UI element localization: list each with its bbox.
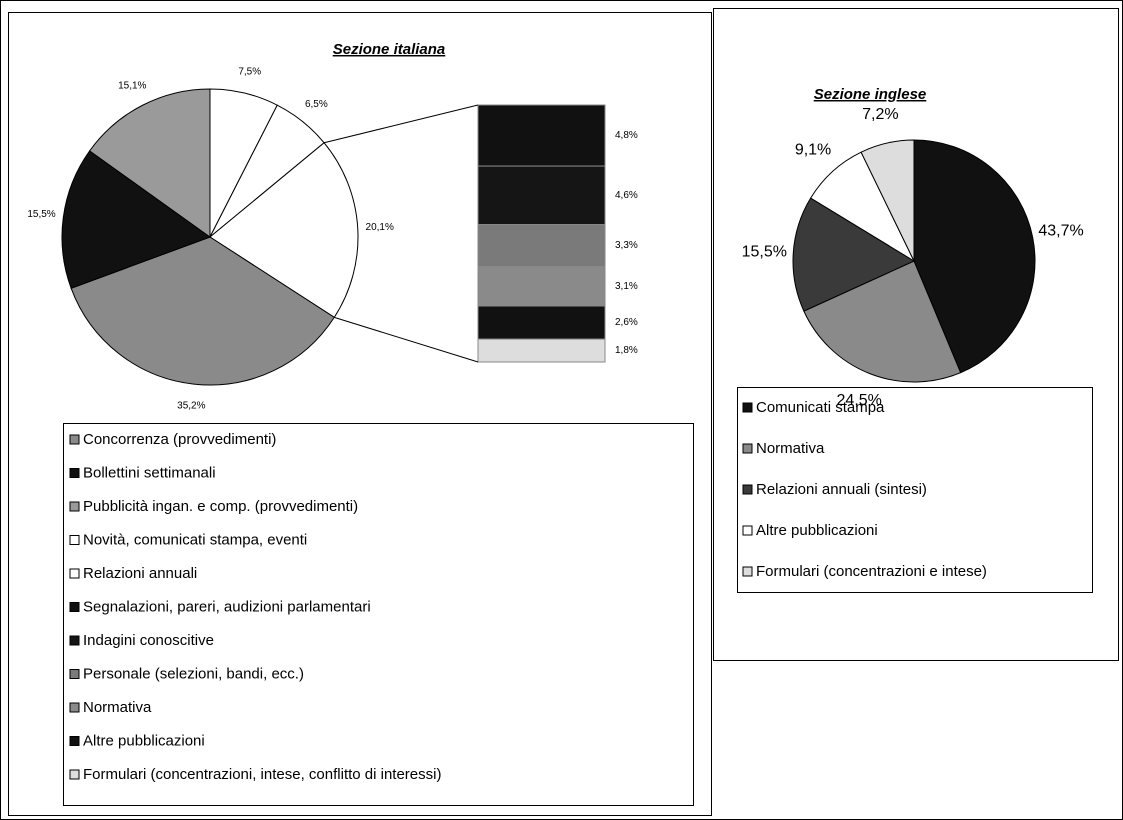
legend-label: Concorrenza (provvedimenti)	[83, 431, 276, 448]
data-label: 2,6%	[615, 317, 638, 328]
legend-label: Relazioni annuali	[83, 565, 197, 582]
pie-slice	[860, 139, 915, 262]
legend-swatch	[69, 769, 80, 780]
legend-swatch	[69, 568, 80, 579]
data-label: 4,8%	[615, 130, 638, 141]
legend-label: Altre pubblicazioni	[83, 732, 205, 749]
bar-segment	[477, 266, 606, 307]
pie-slice	[88, 88, 211, 238]
data-label: 43,7%	[1038, 223, 1083, 240]
legend-label: Indagini conoscitive	[83, 632, 214, 649]
legend-label: Comunicati stampa	[756, 399, 885, 416]
legend-swatch	[69, 501, 80, 512]
data-label: 7,2%	[862, 106, 898, 123]
legend-swatch	[69, 702, 80, 713]
panel-left	[8, 12, 712, 816]
legend-swatch	[742, 566, 753, 577]
bar-segment	[477, 165, 606, 226]
chart-title: Sezione italiana	[333, 41, 446, 58]
pie-slice	[803, 260, 962, 383]
legend-box	[63, 423, 694, 806]
legend-label: Relazioni annuali (sintesi)	[756, 481, 927, 498]
chart-title: Sezione inglese	[814, 86, 927, 103]
legend-label: Personale (selezioni, bandi, ecc.)	[83, 665, 304, 682]
data-label: 1,8%	[615, 345, 638, 356]
legend-swatch	[69, 736, 80, 746]
connector	[334, 316, 479, 363]
connector	[323, 104, 479, 144]
legend-swatch	[742, 443, 753, 454]
data-label: 35,2%	[177, 401, 205, 412]
legend-label: Formulari (concentrazioni, intese, confl…	[83, 766, 441, 783]
data-label: 15,5%	[742, 243, 787, 260]
data-label: 7,5%	[238, 66, 261, 77]
bar-segment	[477, 305, 606, 340]
legend-label: Segnalazioni, pareri, audizioni parlamen…	[83, 598, 371, 615]
legend-label: Novità, comunicati stampa, eventi	[83, 531, 307, 548]
legend-label: Altre pubblicazioni	[756, 522, 878, 539]
data-label: 15,5%	[27, 209, 55, 220]
pie-slice	[61, 150, 212, 289]
legend-swatch	[69, 535, 80, 545]
data-label: 6,5%	[305, 99, 328, 110]
bar-segment	[477, 224, 606, 268]
pie-slice	[913, 139, 1036, 374]
legend-swatch	[69, 468, 80, 478]
data-label: 15,1%	[118, 80, 146, 91]
data-label: 9,1%	[795, 141, 831, 158]
legend-swatch	[69, 434, 80, 445]
legend-label: Normativa	[83, 699, 152, 716]
legend-swatch	[742, 402, 753, 413]
data-label: 3,1%	[615, 281, 638, 292]
pie-slice	[70, 236, 335, 386]
legend-swatch	[69, 602, 80, 612]
data-label: 20,1%	[366, 222, 394, 233]
bar-segment	[477, 338, 606, 363]
legend-box	[737, 387, 1093, 593]
data-label: 3,3%	[615, 240, 638, 251]
pie-slice	[792, 197, 916, 312]
legend-swatch	[69, 669, 80, 679]
legend-swatch	[69, 635, 80, 646]
legend-label: Bollettini settimanali	[83, 464, 216, 481]
pie-slice	[209, 142, 359, 319]
legend-label: Formulari (concentrazioni e intese)	[756, 563, 987, 580]
legend-label: Normativa	[756, 440, 825, 457]
bar-segment	[477, 104, 606, 167]
panel-right	[713, 8, 1119, 661]
data-label: 24,5%	[837, 392, 882, 409]
legend-swatch	[742, 525, 753, 536]
data-label: 4,6%	[615, 190, 638, 201]
legend-label: Pubblicità ingan. e comp. (provvedimenti…	[83, 498, 358, 515]
legend-swatch	[742, 484, 753, 495]
